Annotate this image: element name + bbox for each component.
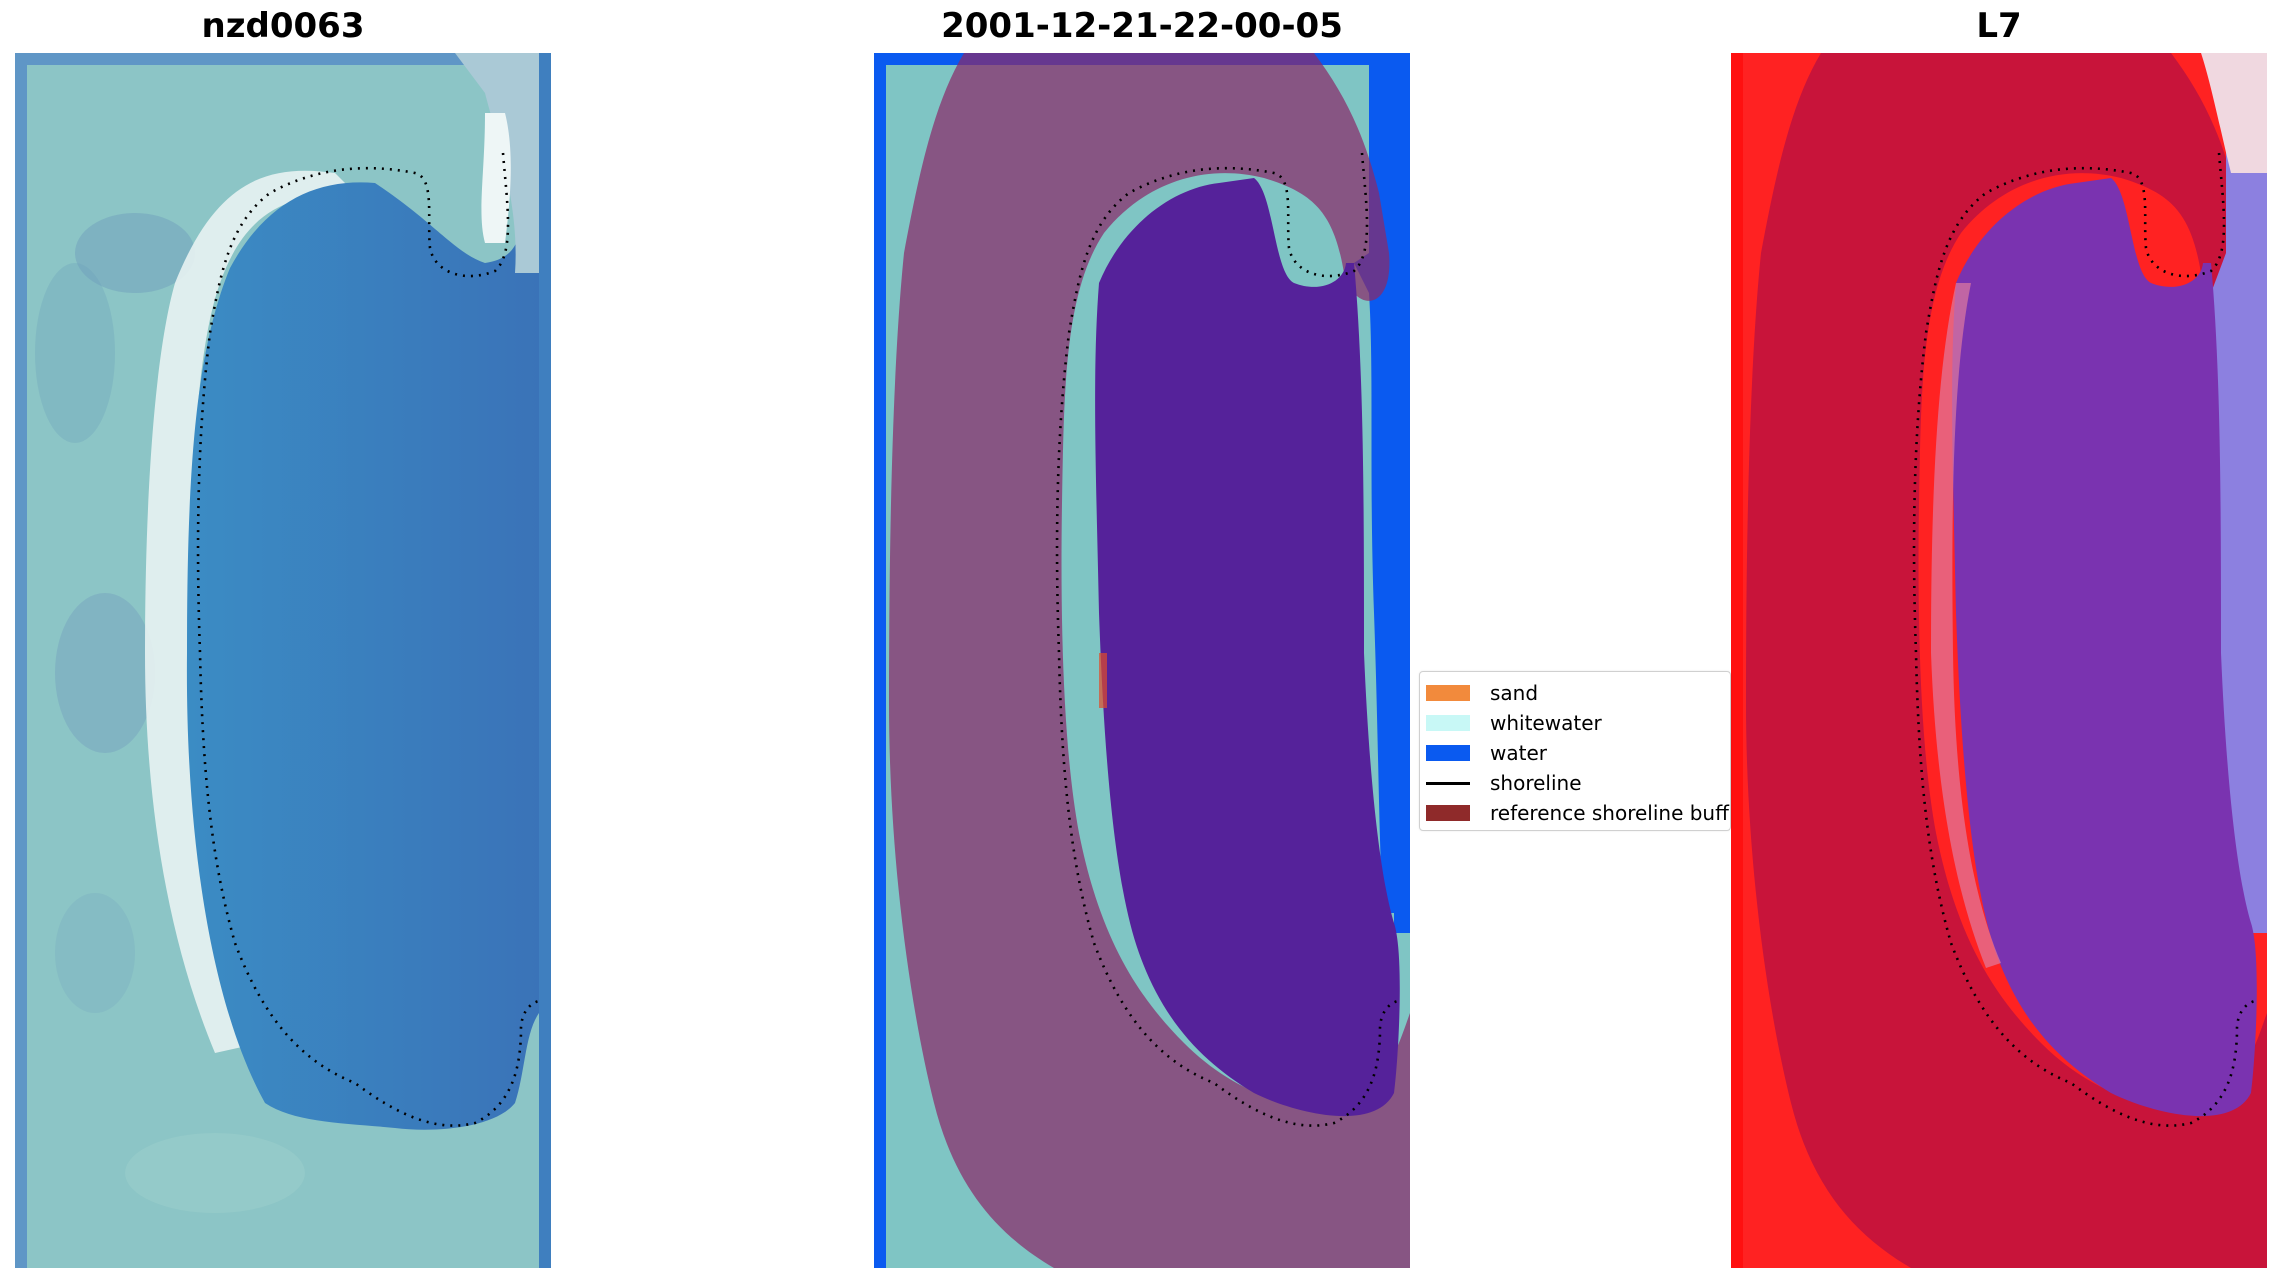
legend-swatch-sand [1426, 685, 1470, 701]
legend-item-shoreline: shoreline [1426, 768, 1582, 798]
classified-image-panel [874, 53, 1410, 1268]
legend-label-buffer: reference shoreline buffer [1490, 801, 1731, 825]
legend-label-shoreline: shoreline [1490, 771, 1582, 795]
rgb-image-panel [15, 53, 551, 1268]
legend-item-whitewater: whitewater [1426, 708, 1602, 738]
legend: sand whitewater water shoreline referenc… [1419, 671, 1731, 831]
legend-swatch-water [1426, 745, 1470, 761]
classified-image [874, 53, 1410, 1268]
rgb-image [15, 53, 551, 1268]
legend-line-shoreline [1426, 781, 1470, 785]
legend-item-buffer: reference shoreline buffer [1426, 798, 1731, 828]
legend-swatch-whitewater [1426, 715, 1470, 731]
legend-item-water: water [1426, 738, 1547, 768]
panel-title-date: 2001-12-21-22-00-05 [941, 6, 1343, 46]
legend-swatch-buffer [1426, 805, 1470, 821]
shoreline-path [1055, 152, 1399, 1127]
legend-label-whitewater: whitewater [1490, 711, 1602, 735]
panel-title-satellite: L7 [1976, 6, 2022, 46]
index-image-panel [1731, 53, 2267, 1268]
legend-item-sand: sand [1426, 678, 1538, 708]
panel-title-image: nzd0063 [201, 6, 365, 46]
legend-label-water: water [1490, 741, 1547, 765]
legend-label-sand: sand [1490, 681, 1539, 705]
index-image [1731, 53, 2267, 1268]
shoreline-path [196, 152, 540, 1127]
shoreline-path [1912, 152, 2256, 1127]
